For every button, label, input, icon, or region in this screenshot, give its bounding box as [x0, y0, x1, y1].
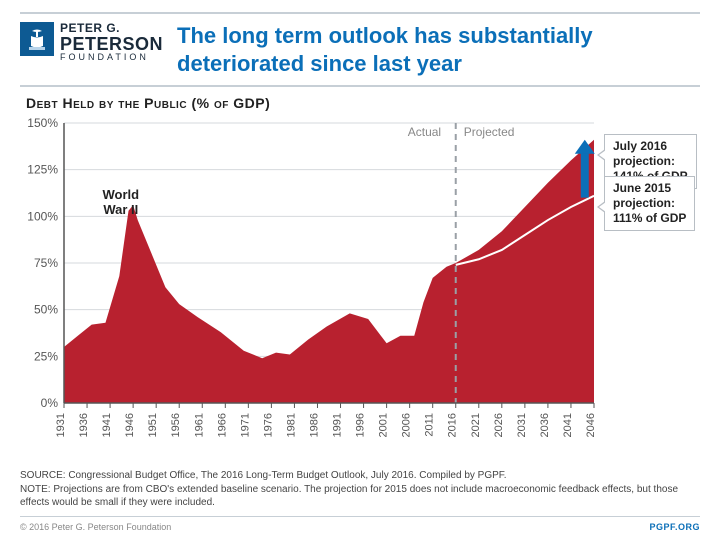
svg-text:2036: 2036: [539, 413, 551, 437]
svg-text:1991: 1991: [332, 413, 344, 437]
debt-chart: 0% 25% 50% 75% 100% 125% 150% 1931 1936 1941 1946 1…: [20, 113, 700, 463]
svg-text:1931: 1931: [55, 413, 67, 437]
svg-text:1976: 1976: [262, 413, 274, 437]
footer-copyright: © 2016 Peter G. Peterson Foundation: [20, 521, 171, 533]
svg-text:2021: 2021: [470, 413, 482, 437]
footer: SOURCE: Congressional Budget Office, The…: [20, 469, 700, 533]
svg-text:1941: 1941: [101, 413, 113, 437]
callout-2015-l3: 111% of GDP: [613, 211, 686, 226]
svg-text:1946: 1946: [124, 413, 136, 437]
svg-text:2046: 2046: [585, 413, 597, 437]
svg-text:1951: 1951: [147, 413, 159, 437]
logo-line1: PETER G.: [60, 22, 163, 35]
svg-text:25%: 25%: [34, 349, 58, 363]
svg-text:1986: 1986: [308, 413, 320, 437]
logo-mark-icon: [20, 22, 54, 56]
logo: PETER G. PETERSON FOUNDATION: [20, 22, 163, 63]
svg-text:2006: 2006: [401, 413, 413, 437]
wwii-line1: World: [103, 188, 140, 203]
callout-2015-l1: June 2015: [613, 181, 686, 196]
svg-text:125%: 125%: [27, 163, 58, 177]
annotation-wwii: World War II: [103, 188, 140, 218]
logo-line2: PETERSON: [60, 35, 163, 54]
footer-source: SOURCE: Congressional Budget Office, The…: [20, 469, 700, 483]
svg-text:50%: 50%: [34, 303, 58, 317]
page-title: The long term outlook has substantially …: [177, 22, 700, 77]
svg-text:0%: 0%: [41, 396, 59, 410]
svg-text:2031: 2031: [516, 413, 528, 437]
svg-text:1961: 1961: [193, 413, 205, 437]
svg-text:1981: 1981: [285, 413, 297, 437]
callout-2015-l2: projection:: [613, 196, 686, 211]
annotation-projected: Projected: [464, 125, 515, 139]
callout-2015: June 2015 projection: 111% of GDP: [604, 176, 695, 231]
callout-2016-l1: July 2016: [613, 139, 688, 154]
header: PETER G. PETERSON FOUNDATION The long te…: [20, 12, 700, 87]
svg-text:1956: 1956: [170, 413, 182, 437]
svg-text:1971: 1971: [239, 413, 251, 437]
footer-note: NOTE: Projections are from CBO's extende…: [20, 483, 700, 510]
wwii-line2: War II: [103, 203, 140, 218]
svg-text:1936: 1936: [78, 413, 90, 437]
svg-text:2011: 2011: [424, 413, 436, 437]
svg-text:150%: 150%: [27, 116, 58, 130]
svg-text:1966: 1966: [216, 413, 228, 437]
chart-container: 0% 25% 50% 75% 100% 125% 150% 1931 1936 1941 1946 1…: [20, 113, 700, 463]
svg-text:75%: 75%: [34, 256, 58, 270]
chart-title: Debt Held by the Public (% of GDP): [26, 95, 700, 111]
svg-text:1996: 1996: [355, 413, 367, 437]
svg-text:100%: 100%: [27, 209, 58, 223]
annotation-actual: Actual: [408, 125, 441, 139]
callout-2016-l2: projection:: [613, 154, 688, 169]
svg-text:2026: 2026: [493, 413, 505, 437]
footer-site: PGPF.ORG: [649, 521, 700, 533]
logo-line3: FOUNDATION: [60, 53, 163, 62]
svg-text:2041: 2041: [562, 413, 574, 437]
svg-text:2016: 2016: [447, 413, 459, 437]
svg-text:2001: 2001: [378, 413, 390, 437]
